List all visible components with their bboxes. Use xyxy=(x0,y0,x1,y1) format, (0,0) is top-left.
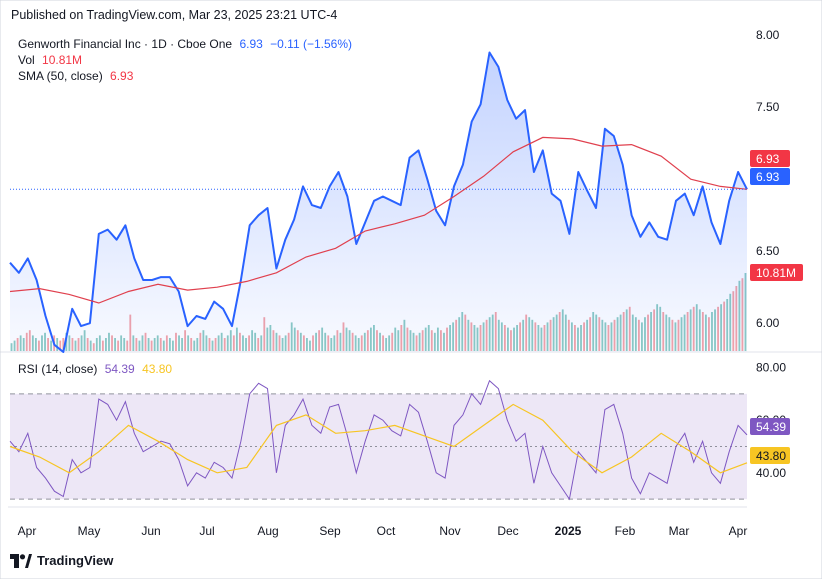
price-legend: Genworth Financial Inc · 1D · Cboe One 6… xyxy=(18,36,352,52)
time-tick-label: Dec xyxy=(497,524,518,538)
volume-badge: 10.81M xyxy=(756,266,796,280)
time-tick-label: 2025 xyxy=(555,524,582,538)
time-tick-label: Feb xyxy=(615,524,636,538)
rsi-tick-label: 80.00 xyxy=(756,361,786,375)
symbol-title: Genworth Financial Inc · 1D · Cboe One xyxy=(18,37,233,51)
rsi-ma-badge: 43.80 xyxy=(756,449,786,463)
rsi-badge-bg xyxy=(750,418,790,435)
volume-bar xyxy=(56,338,59,351)
price-tick-label: 6.00 xyxy=(756,316,780,330)
time-tick-label: Jun xyxy=(141,524,160,538)
published-note: Published on TradingView.com, Mar 23, 20… xyxy=(11,8,338,22)
rsi-label: RSI (14, close) xyxy=(18,362,98,376)
time-tick-label: Jul xyxy=(199,524,214,538)
rsi-ma-badge-bg xyxy=(750,447,790,464)
price-tick-label: 8.00 xyxy=(756,28,780,42)
sma-badge-bg xyxy=(750,150,790,167)
price-change: −0.11 (−1.56%) xyxy=(270,37,352,51)
rsi-tick-label: 40.00 xyxy=(756,466,786,480)
volume-badge-bg xyxy=(750,264,803,281)
price-badge: 6.93 xyxy=(756,170,780,184)
rsi-ma-value: 43.80 xyxy=(142,362,173,376)
time-tick-label: May xyxy=(78,524,101,538)
vol-value: 10.81M xyxy=(42,53,83,67)
last-price: 6.93 xyxy=(239,37,263,51)
sma-value: 6.93 xyxy=(110,69,134,83)
tradingview-logo-icon xyxy=(10,553,32,568)
sma-legend: SMA (50, close) 6.93 xyxy=(18,68,133,84)
time-tick-label: Nov xyxy=(439,524,460,538)
rsi-badge: 54.39 xyxy=(756,420,786,434)
time-tick-label: Sep xyxy=(319,524,341,538)
volume-legend: Vol 10.81M xyxy=(18,52,82,68)
price-tick-label: 7.50 xyxy=(756,100,780,114)
rsi-legend: RSI (14, close) 54.39 43.80 xyxy=(18,361,172,377)
footer-brand: TradingView xyxy=(10,553,113,568)
vol-label: Vol xyxy=(18,53,35,67)
time-tick-label: Apr xyxy=(729,524,748,538)
rsi-ma-line xyxy=(9,403,748,474)
volume-bar xyxy=(59,340,62,351)
sma-badge: 6.93 xyxy=(756,152,780,166)
sma-label: SMA (50, close) xyxy=(18,69,103,83)
rsi-band xyxy=(10,393,747,500)
time-tick-label: Apr xyxy=(18,524,37,538)
rsi-value: 54.39 xyxy=(104,362,135,376)
price-line xyxy=(9,51,748,353)
price-area xyxy=(10,52,747,352)
time-tick-label: Mar xyxy=(669,524,690,538)
volume-bar xyxy=(62,338,65,351)
time-tick-label: Oct xyxy=(377,524,396,538)
brand-name: TradingView xyxy=(37,553,114,568)
price-tick-label: 6.50 xyxy=(756,244,780,258)
price-badge-bg xyxy=(750,168,790,185)
time-tick-label: Aug xyxy=(257,524,278,538)
sma-line xyxy=(9,136,748,304)
